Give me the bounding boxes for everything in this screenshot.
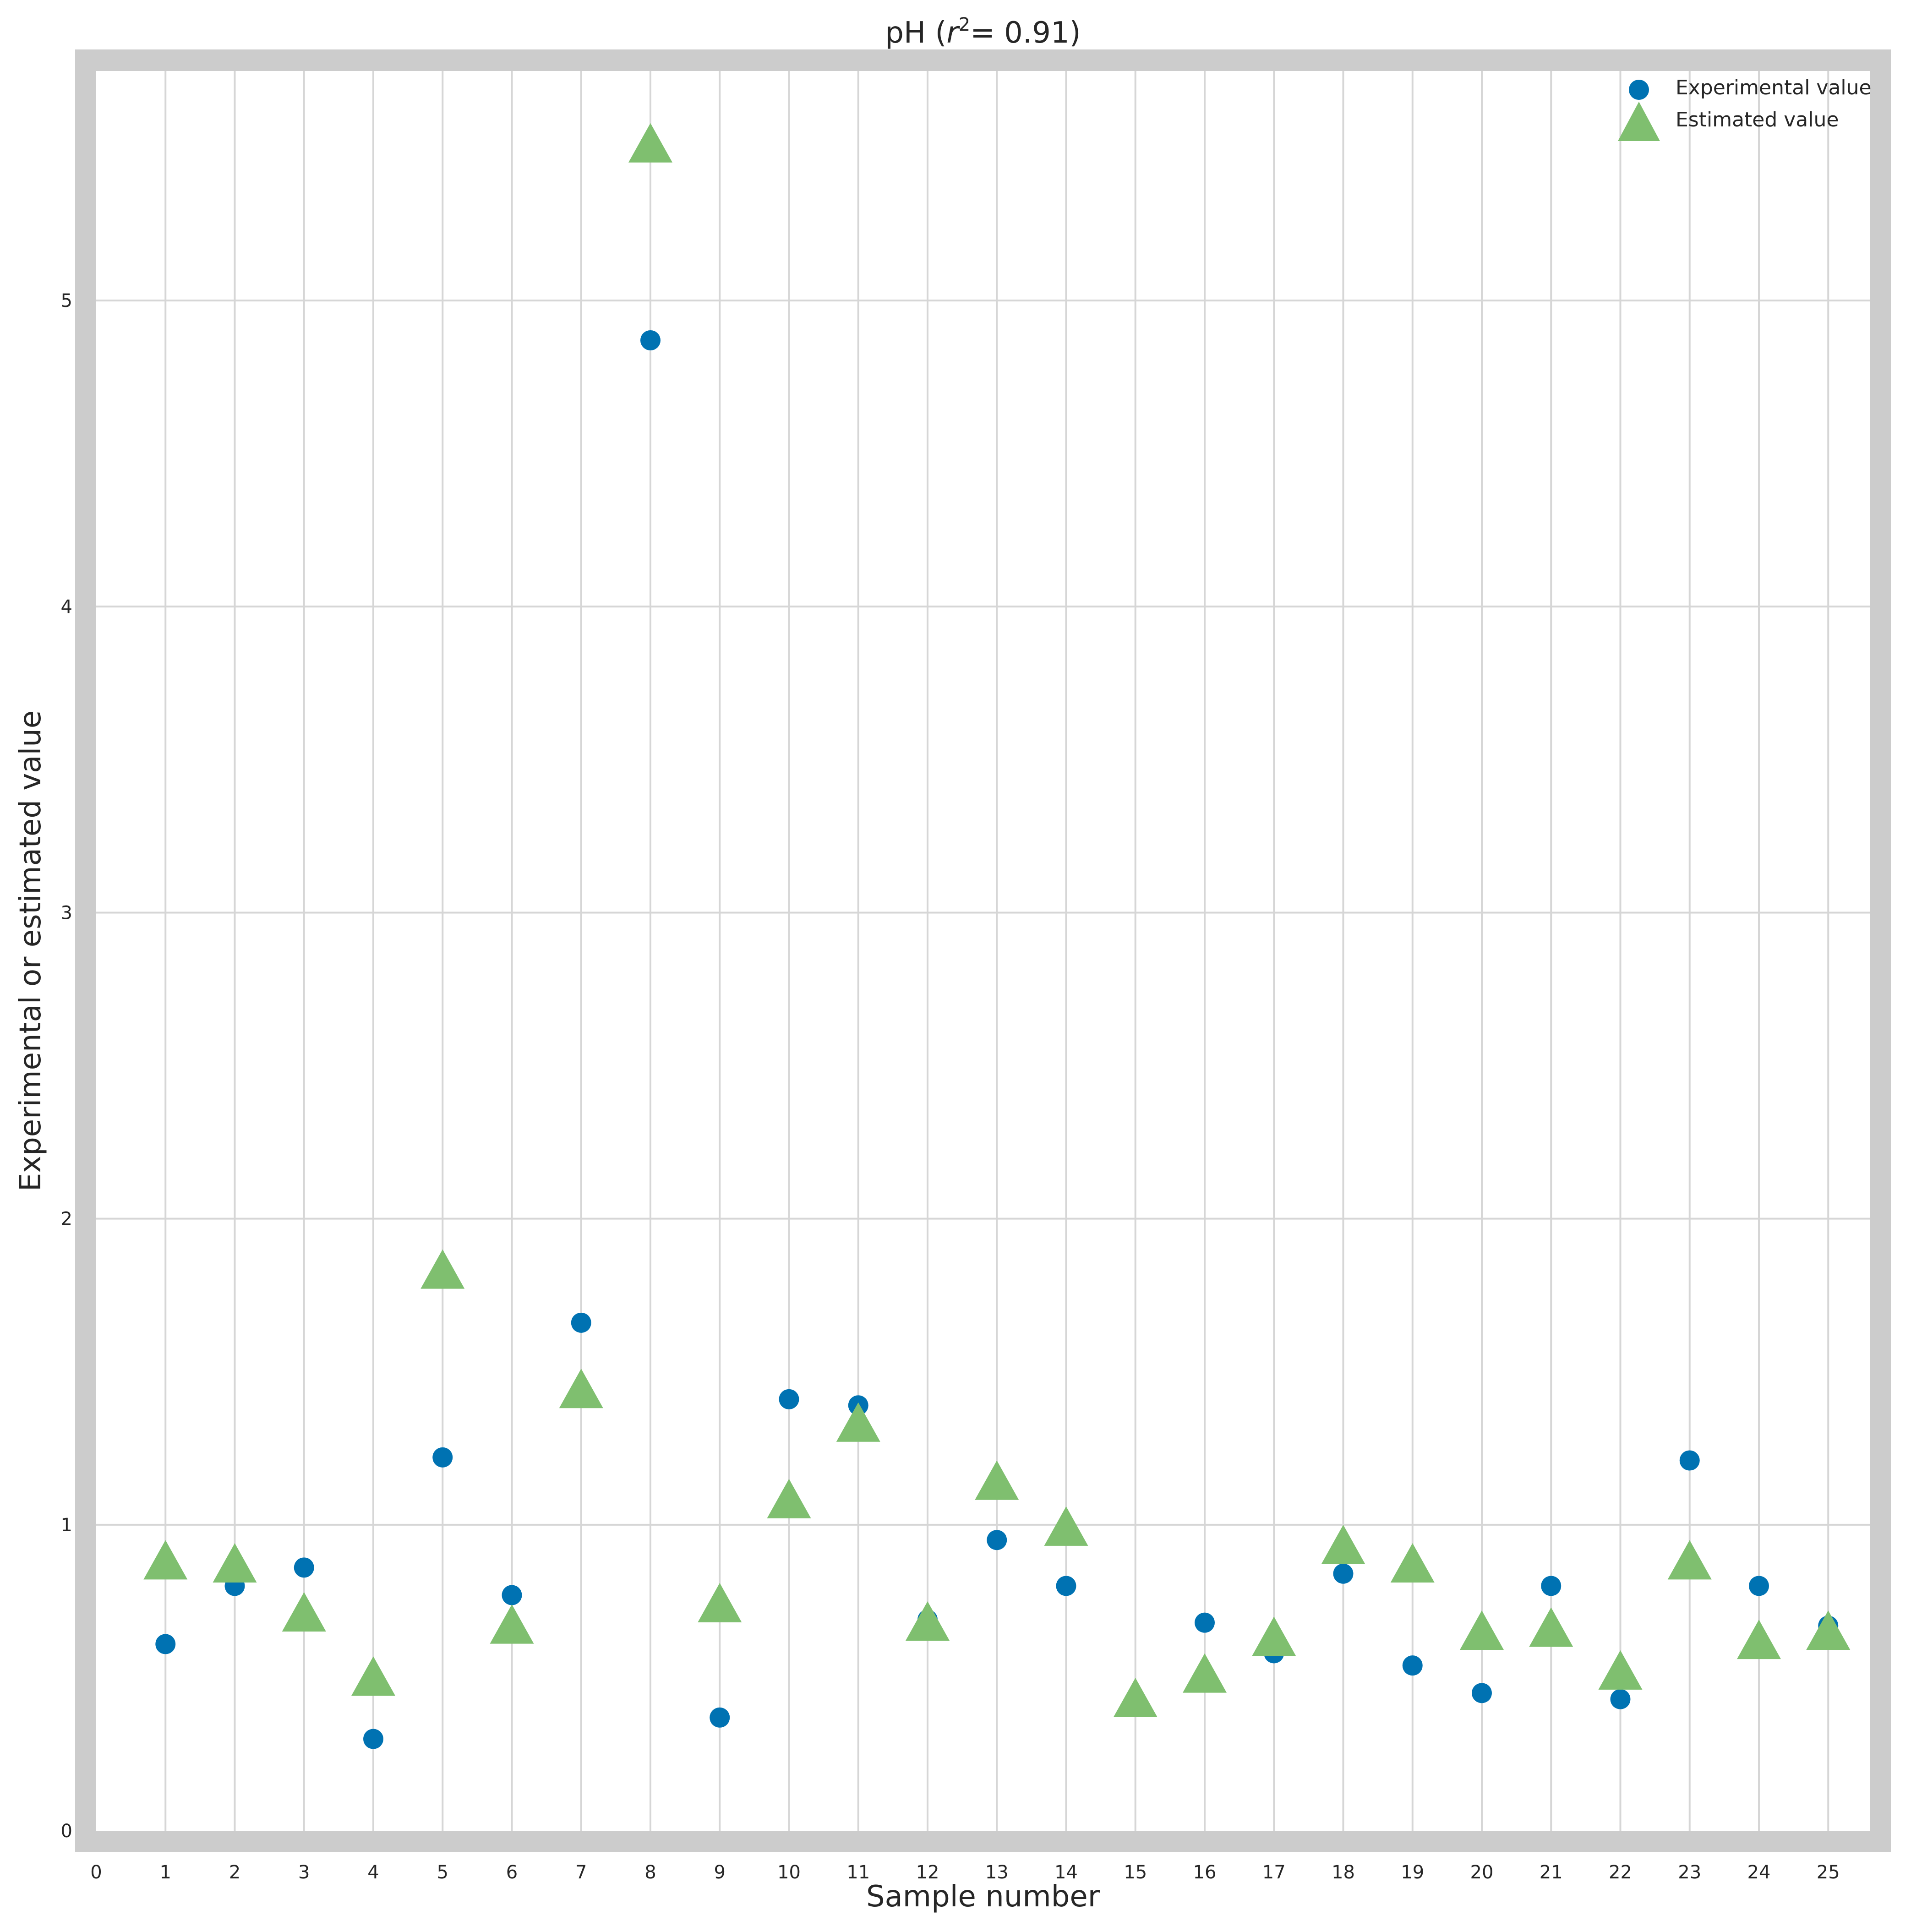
estimated-point <box>1044 1506 1088 1546</box>
plot-area <box>96 71 1870 1831</box>
estimated-point <box>1667 1540 1712 1580</box>
estimated-point <box>490 1604 534 1644</box>
x-tick-label: 0 <box>90 1862 102 1883</box>
estimated-point <box>836 1402 880 1442</box>
legend-label-estimated: Estimated value <box>1676 108 1839 131</box>
x-tick-label: 10 <box>777 1862 801 1883</box>
estimated-point <box>420 1249 465 1289</box>
estimated-point <box>282 1592 326 1632</box>
x-tick-label: 13 <box>985 1862 1009 1883</box>
experimental-point <box>1195 1612 1215 1633</box>
x-tick-label: 24 <box>1747 1862 1771 1883</box>
x-tick-label: 15 <box>1124 1862 1147 1883</box>
estimated-point <box>1113 1678 1158 1718</box>
x-tick-label: 9 <box>714 1862 726 1883</box>
estimated-point <box>628 123 672 163</box>
x-tick-label: 12 <box>916 1862 939 1883</box>
x-tick-label: 25 <box>1817 1862 1840 1883</box>
estimated-point <box>1806 1610 1851 1650</box>
legend-marker-estimated <box>1618 102 1660 141</box>
grid-lines <box>96 71 1870 1831</box>
estimated-point <box>1460 1610 1504 1650</box>
estimated-point <box>1183 1653 1227 1693</box>
estimated-point <box>1737 1620 1781 1659</box>
x-tick-label: 7 <box>575 1862 587 1883</box>
chart-title-prefix: pH ( <box>885 16 946 50</box>
experimental-point <box>571 1312 591 1333</box>
x-tick-label: 2 <box>229 1862 240 1883</box>
experimental-point <box>155 1634 176 1654</box>
estimated-point <box>1598 1650 1643 1690</box>
legend-marker-experimental <box>1629 80 1649 100</box>
estimated-point <box>143 1540 188 1580</box>
x-tick-labels: 0 1 2 3 4 5 6 7 8 9 10 11 12 13 14 15 16 17 18 19 20 21 22 23 24… <box>90 1862 1840 1883</box>
estimated-point <box>767 1479 811 1518</box>
experimental-point <box>502 1585 522 1605</box>
experimental-point <box>294 1557 314 1578</box>
estimated-point <box>1529 1607 1573 1647</box>
experimental-point <box>363 1729 383 1749</box>
estimated-point <box>975 1460 1019 1500</box>
data-points <box>143 123 1851 1749</box>
experimental-point <box>1749 1576 1769 1596</box>
y-tick-label: 2 <box>61 1209 72 1230</box>
x-tick-label: 11 <box>846 1862 870 1883</box>
x-tick-label: 23 <box>1678 1862 1701 1883</box>
x-tick-label: 6 <box>506 1862 518 1883</box>
experimental-point <box>779 1389 799 1409</box>
estimated-point <box>1390 1543 1435 1583</box>
experimental-point <box>1056 1576 1076 1596</box>
experimental-point <box>710 1707 730 1728</box>
experimental-point <box>1333 1563 1354 1584</box>
x-tick-label: 17 <box>1262 1862 1286 1883</box>
chart-title: pH (r2= 0.91) <box>885 14 1081 50</box>
y-tick-labels: 0 1 2 3 4 5 <box>61 290 72 1842</box>
y-tick-label: 1 <box>61 1515 72 1536</box>
x-tick-label: 16 <box>1193 1862 1217 1883</box>
y-axis-label: Experimental or estimated value <box>14 710 48 1191</box>
x-tick-label: 21 <box>1540 1862 1563 1883</box>
experimental-point <box>987 1530 1007 1550</box>
x-tick-label: 5 <box>437 1862 448 1883</box>
y-tick-label: 5 <box>61 290 72 311</box>
estimated-point <box>351 1656 395 1696</box>
y-tick-label: 0 <box>61 1821 72 1842</box>
estimated-point <box>1252 1616 1296 1656</box>
estimated-point <box>559 1369 603 1408</box>
experimental-point <box>1679 1450 1700 1471</box>
chart-title-variable: r <box>946 16 960 50</box>
y-tick-label: 4 <box>61 596 72 617</box>
x-tick-label: 1 <box>160 1862 171 1883</box>
x-tick-label: 4 <box>367 1862 379 1883</box>
experimental-point <box>1610 1689 1631 1709</box>
estimated-point <box>906 1601 950 1641</box>
estimated-point <box>1321 1524 1365 1564</box>
x-tick-label: 20 <box>1470 1862 1494 1883</box>
x-tick-label: 3 <box>298 1862 310 1883</box>
x-tick-label: 22 <box>1609 1862 1632 1883</box>
y-tick-label: 3 <box>61 902 72 923</box>
experimental-point <box>640 330 661 350</box>
experimental-point <box>1541 1576 1562 1596</box>
chart-title-superscript: 2 <box>959 14 970 35</box>
legend-label-experimental: Experimental value <box>1676 76 1872 99</box>
x-axis-label: Sample number <box>866 1880 1100 1914</box>
x-tick-label: 19 <box>1401 1862 1424 1883</box>
estimated-point <box>698 1583 742 1622</box>
legend: Experimental value Estimated value <box>1618 76 1872 141</box>
x-tick-label: 14 <box>1054 1862 1078 1883</box>
estimated-point <box>213 1543 257 1583</box>
chart-title-suffix: = 0.91) <box>970 16 1081 50</box>
experimental-point <box>432 1447 453 1468</box>
x-tick-label: 8 <box>644 1862 656 1883</box>
x-tick-label: 18 <box>1332 1862 1355 1883</box>
experimental-point <box>1402 1655 1423 1676</box>
experimental-point <box>1472 1683 1492 1703</box>
